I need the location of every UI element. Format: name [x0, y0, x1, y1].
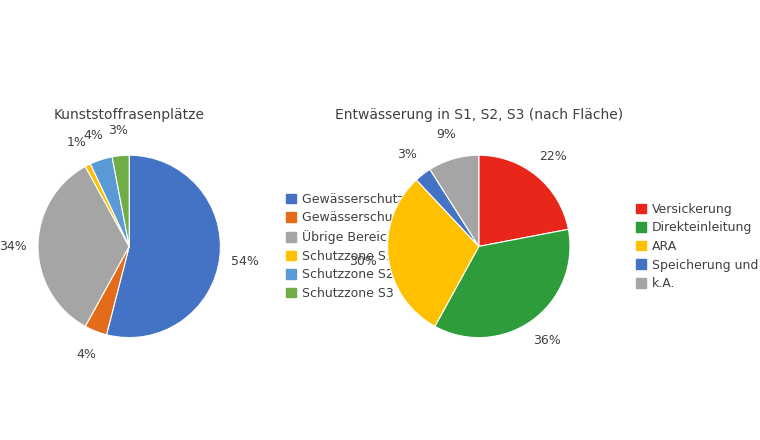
- Text: 1%: 1%: [66, 136, 86, 149]
- Text: 36%: 36%: [534, 334, 562, 347]
- Text: 54%: 54%: [231, 254, 259, 268]
- Text: 3%: 3%: [397, 148, 417, 161]
- Wedge shape: [388, 180, 479, 326]
- Wedge shape: [85, 164, 129, 246]
- Text: 22%: 22%: [540, 150, 567, 163]
- Wedge shape: [416, 169, 479, 246]
- Title: Kunststoffrasenplätze: Kunststoffrasenplätze: [54, 107, 204, 121]
- Legend: Versickerung, Direkteinleitung, ARA, Speicherung und Nutzung, k.A.: Versickerung, Direkteinleitung, ARA, Spe…: [633, 200, 760, 293]
- Text: 4%: 4%: [83, 129, 103, 142]
- Legend: Gewässerschutzbereich Au, Gewässerschutzbereich Ao, Übrige Bereiche üB, Schutzzo: Gewässerschutzbereich Au, Gewässerschutz…: [283, 191, 474, 302]
- Wedge shape: [435, 229, 570, 337]
- Wedge shape: [106, 155, 220, 337]
- Wedge shape: [112, 155, 129, 246]
- Text: 30%: 30%: [349, 254, 377, 268]
- Wedge shape: [38, 166, 129, 326]
- Text: 9%: 9%: [436, 128, 456, 141]
- Wedge shape: [90, 157, 129, 246]
- Wedge shape: [430, 155, 479, 246]
- Text: 4%: 4%: [76, 348, 97, 361]
- Wedge shape: [85, 246, 129, 335]
- Text: 3%: 3%: [108, 124, 128, 137]
- Title: Entwässerung in S1, S2, S3 (nach Fläche): Entwässerung in S1, S2, S3 (nach Fläche): [334, 107, 623, 121]
- Text: 34%: 34%: [0, 240, 27, 253]
- Wedge shape: [479, 155, 568, 246]
